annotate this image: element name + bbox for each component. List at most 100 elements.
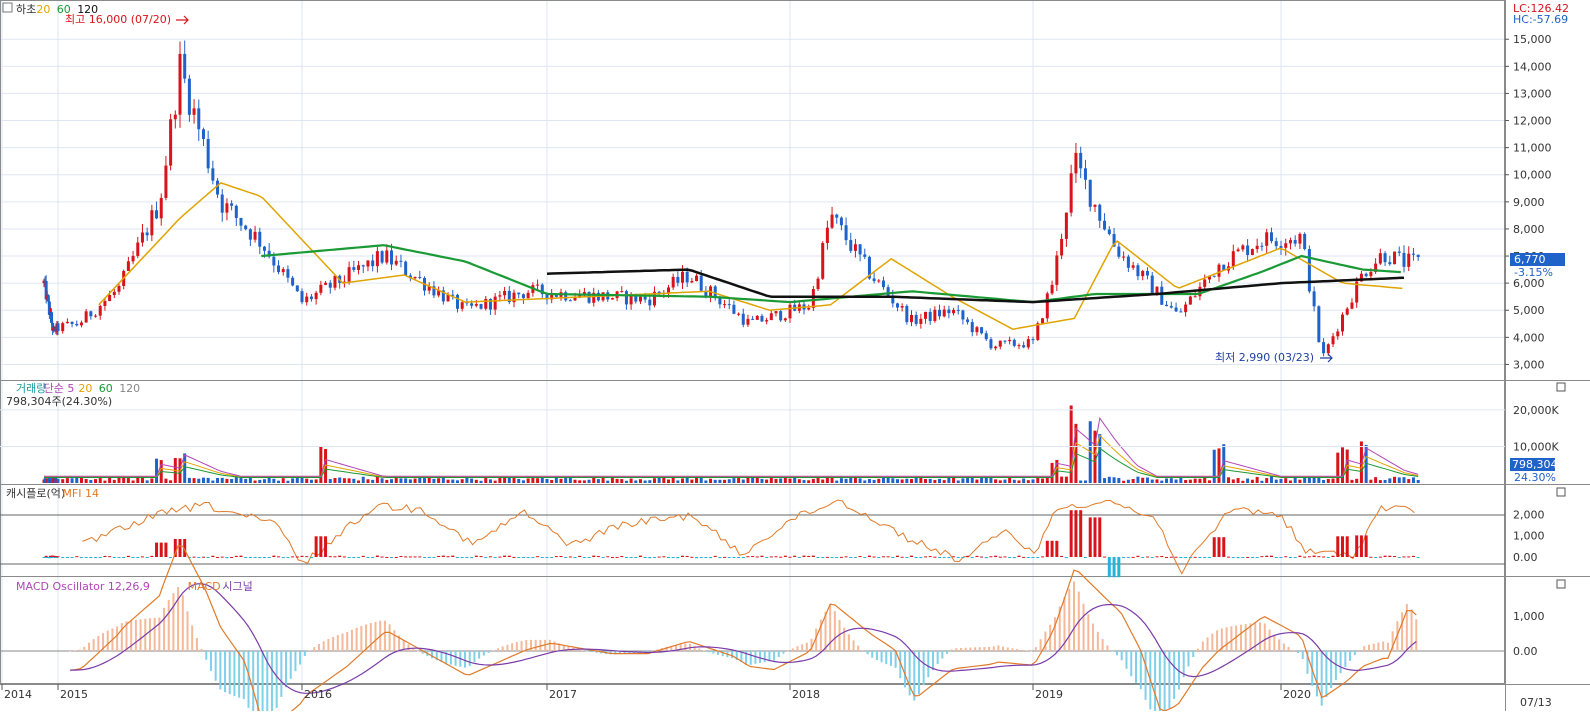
cashflow-bar (1174, 556, 1178, 558)
macd-osc-bar (1386, 642, 1389, 651)
candle-body (816, 278, 820, 290)
volume-bar (1188, 479, 1192, 483)
volume-bar (713, 479, 717, 483)
cashflow-bar (498, 556, 502, 558)
cashflow-bar (1227, 556, 1231, 558)
volume-bar (1260, 480, 1264, 483)
candle-body (737, 313, 741, 315)
cashflow-bar (559, 555, 563, 557)
macd-osc-bar (1154, 651, 1157, 715)
volume-bar (108, 477, 112, 483)
volume-bar (536, 478, 540, 483)
cashflow-bar (746, 556, 750, 558)
volume-bar (521, 480, 525, 483)
cashflow-bar (1307, 556, 1311, 558)
volume-bar (919, 477, 923, 483)
high-annotation: 최고 16,000 (07/20) (65, 13, 171, 26)
volume-bar (300, 477, 304, 483)
candle-body (75, 323, 79, 326)
candle-body (220, 194, 224, 213)
macd-osc-bar (974, 647, 977, 651)
cashflow-bar (1026, 557, 1030, 558)
macd-osc-bar (759, 651, 762, 663)
macd-osc-bar (520, 640, 523, 651)
volume-bar (1250, 479, 1254, 483)
macd-osc-bar (1053, 617, 1056, 651)
candle-body (690, 281, 694, 283)
macd-osc-bar (205, 651, 208, 660)
cashflow-bar (811, 555, 815, 557)
volume-bar (140, 476, 144, 483)
x-axis-right-label: 07/13 (1520, 696, 1552, 709)
volume-bar (1269, 476, 1273, 483)
signal-line (70, 583, 1417, 694)
volume-bar (342, 478, 346, 483)
macd-osc-bar (1330, 651, 1333, 689)
volume-bar (779, 478, 783, 483)
volume-bar (1227, 477, 1231, 483)
macd-osc-bar (946, 651, 949, 654)
candle-body (1079, 152, 1083, 169)
volume-bar (295, 476, 299, 483)
candle-body (643, 296, 647, 300)
volume-pane-button[interactable] (1556, 382, 1566, 392)
candle-body (1212, 275, 1216, 277)
candle-body (938, 309, 942, 317)
volume-bar (517, 478, 521, 483)
macd-osc-bar (964, 647, 967, 651)
volume-bar (858, 478, 862, 483)
macd-osc-bar (191, 625, 194, 651)
cashflow-bar (155, 542, 159, 557)
legend-item: 60 (99, 382, 113, 395)
legend-item: 캐시플로(억) (6, 487, 65, 500)
macd-osc-bar (261, 651, 264, 715)
cash-pane-button[interactable] (1556, 487, 1566, 497)
volume-bar (1150, 479, 1154, 483)
candle-body (741, 313, 745, 325)
price-tick-label: 3,000 (1513, 358, 1545, 371)
volume-bar (455, 480, 459, 483)
candle-body (526, 292, 530, 299)
volume-bar (681, 478, 685, 483)
candle-body (192, 108, 196, 115)
legend-item: 120 (119, 382, 140, 395)
volume-bar (122, 476, 126, 483)
volume-bar (1136, 476, 1140, 483)
candle-body (42, 280, 46, 284)
corner-checkbox[interactable] (2, 2, 13, 13)
volume-bar (239, 478, 243, 483)
candle-body (1060, 238, 1064, 256)
macd-osc-bar (1201, 641, 1204, 651)
volume-bar (281, 478, 285, 483)
cashflow-bar (131, 557, 135, 558)
candle-body (900, 306, 904, 308)
cashflow-bar (550, 557, 554, 558)
cashflow-bar (112, 557, 116, 558)
cashflow-bar (1298, 555, 1302, 557)
volume-bar (1374, 477, 1378, 483)
volume-bar (1184, 480, 1188, 483)
volume-bar (291, 478, 295, 483)
cashflow-bar (877, 557, 881, 558)
candle-body (1064, 212, 1068, 239)
volume-bar (220, 477, 224, 483)
cashflow-bar (741, 557, 745, 558)
candle-body (164, 165, 168, 198)
macd-osc-bar (1363, 646, 1366, 651)
volume-bar (956, 480, 960, 483)
cashflow-bar (239, 555, 243, 557)
candle-body (79, 322, 83, 326)
candle-body (1150, 275, 1154, 295)
candle-body (1250, 249, 1254, 256)
candle-body (117, 285, 121, 292)
macd-pane-button[interactable] (1556, 579, 1566, 589)
macd-osc-bar (731, 651, 734, 659)
cashflow-bar (470, 557, 474, 559)
volume-bar (596, 479, 600, 483)
volume-bar (1331, 478, 1335, 483)
candle-body (821, 243, 825, 279)
macd-tick-label: 1,000 (1513, 610, 1545, 623)
candle-body (723, 304, 727, 306)
cashflow-bar (1165, 556, 1169, 558)
